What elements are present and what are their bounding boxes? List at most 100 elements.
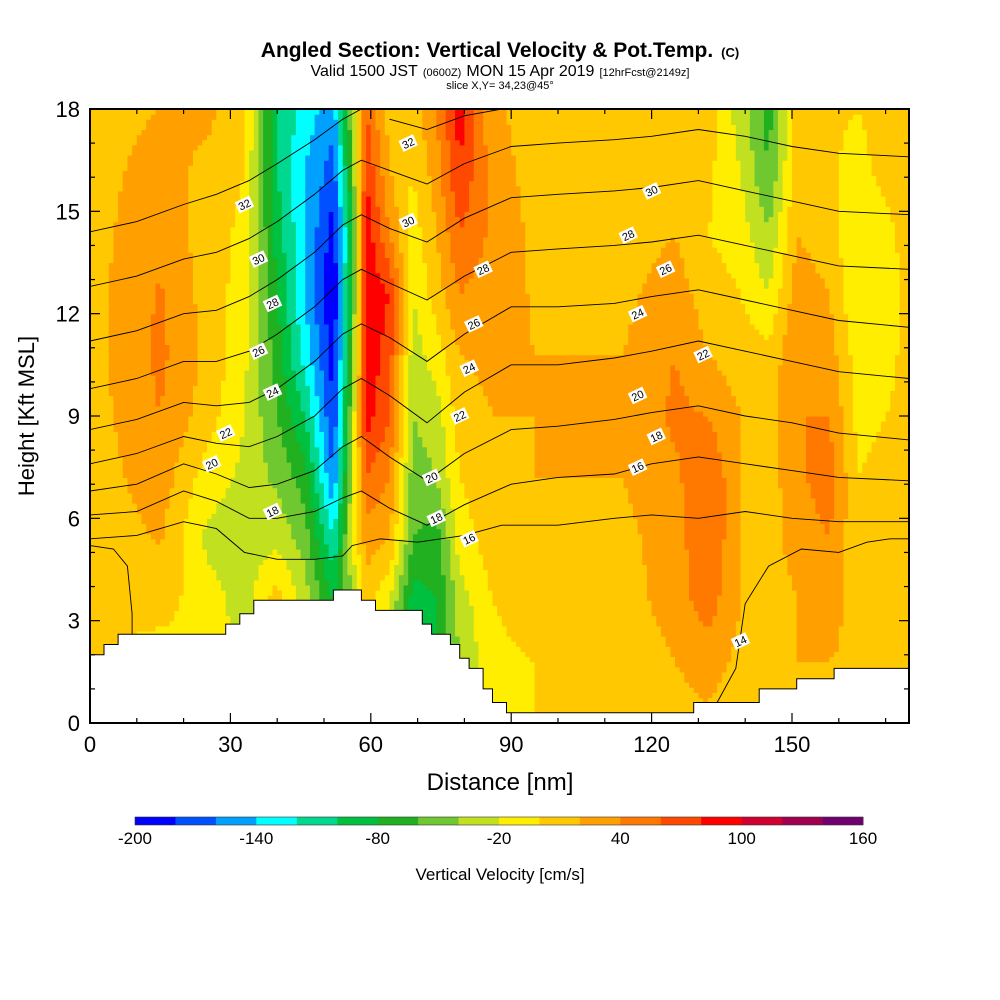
velocity-cell [272, 221, 278, 228]
velocity-cell [155, 595, 161, 601]
velocity-cell [104, 508, 110, 514]
velocity-cell [160, 180, 166, 187]
velocity-cell [127, 236, 133, 243]
velocity-cell [136, 584, 143, 591]
velocity-cell [249, 119, 255, 125]
velocity-cell [267, 538, 274, 545]
velocity-cell [127, 584, 133, 591]
velocity-cell [211, 492, 217, 499]
velocity-cell [216, 190, 222, 197]
velocity-cell [207, 380, 213, 386]
velocity-cell [150, 221, 157, 228]
velocity-cell [174, 329, 180, 335]
velocity-cell [150, 380, 157, 386]
velocity-cell [155, 129, 161, 136]
velocity-cell [192, 114, 199, 120]
velocity-cell [235, 523, 241, 530]
velocity-cell [94, 533, 100, 540]
velocity-cell [192, 134, 199, 141]
velocity-cell [263, 543, 269, 550]
velocity-cell [221, 390, 227, 397]
velocity-cell [118, 410, 124, 417]
velocity-cell [216, 595, 222, 601]
velocity-cell [253, 595, 260, 601]
velocity-cell [230, 313, 236, 320]
velocity-cell [249, 497, 255, 504]
velocity-cell [94, 160, 100, 166]
velocity-cell [188, 477, 194, 484]
velocity-cell [239, 528, 246, 535]
velocity-cell [235, 242, 241, 248]
velocity-cell [183, 272, 189, 279]
velocity-cell [216, 334, 222, 340]
velocity-cell [267, 329, 274, 335]
velocity-cell [150, 513, 157, 519]
velocity-cell [216, 195, 222, 202]
velocity-cell [183, 175, 189, 182]
velocity-cell [221, 190, 227, 197]
velocity-cell [258, 549, 264, 555]
velocity-cell [225, 492, 231, 499]
velocity-cell [202, 369, 208, 376]
velocity-cell [239, 375, 246, 381]
velocity-cell [253, 134, 260, 141]
velocity-cell [211, 282, 217, 289]
velocity-cell [272, 405, 278, 412]
velocity-cell [183, 139, 189, 146]
velocity-cell [188, 247, 194, 253]
velocity-cell [183, 252, 189, 258]
velocity-cell [207, 252, 213, 258]
velocity-cell [216, 421, 222, 427]
velocity-cell [94, 349, 100, 356]
velocity-cell [99, 288, 105, 294]
velocity-cell [235, 426, 241, 432]
velocity-cell [127, 308, 133, 315]
velocity-cell [249, 467, 255, 473]
velocity-cell [281, 451, 288, 458]
velocity-cell [127, 395, 133, 402]
velocity-cell [235, 262, 241, 269]
velocity-cell [211, 405, 217, 412]
velocity-cell [108, 298, 114, 305]
velocity-cell [253, 170, 260, 177]
velocity-cell [113, 559, 119, 565]
velocity-cell [216, 313, 222, 320]
velocity-cell [178, 129, 185, 136]
velocity-cell [150, 615, 157, 622]
velocity-cell [244, 252, 250, 258]
velocity-cell [253, 385, 260, 392]
velocity-cell [221, 564, 227, 571]
velocity-cell [267, 226, 274, 233]
velocity-cell [160, 405, 166, 412]
velocity-cell [202, 400, 208, 407]
velocity-cell [239, 385, 246, 392]
velocity-cell [141, 303, 147, 310]
velocity-cell [230, 221, 236, 228]
velocity-cell [272, 487, 278, 494]
velocity-cell [253, 462, 260, 468]
velocity-cell [146, 477, 152, 484]
velocity-cell [225, 134, 231, 141]
velocity-cell [155, 605, 161, 612]
velocity-cell [192, 369, 199, 376]
velocity-cell [99, 160, 105, 166]
velocity-cell [146, 257, 152, 264]
velocity-cell [122, 109, 129, 115]
velocity-cell [90, 405, 96, 412]
velocity-cell [178, 528, 185, 535]
velocity-cell [174, 574, 180, 581]
velocity-cell [136, 267, 143, 274]
velocity-cell [211, 359, 217, 366]
velocity-cell [113, 641, 119, 647]
velocity-cell [160, 630, 166, 637]
velocity-cell [155, 543, 161, 550]
velocity-cell [183, 421, 189, 427]
velocity-cell [99, 375, 105, 381]
velocity-cell [169, 574, 175, 581]
velocity-cell [90, 247, 96, 253]
velocity-cell [188, 170, 194, 177]
velocity-cell [207, 477, 213, 484]
velocity-cell [202, 477, 208, 484]
velocity-cell [216, 180, 222, 187]
velocity-cell [99, 625, 105, 632]
